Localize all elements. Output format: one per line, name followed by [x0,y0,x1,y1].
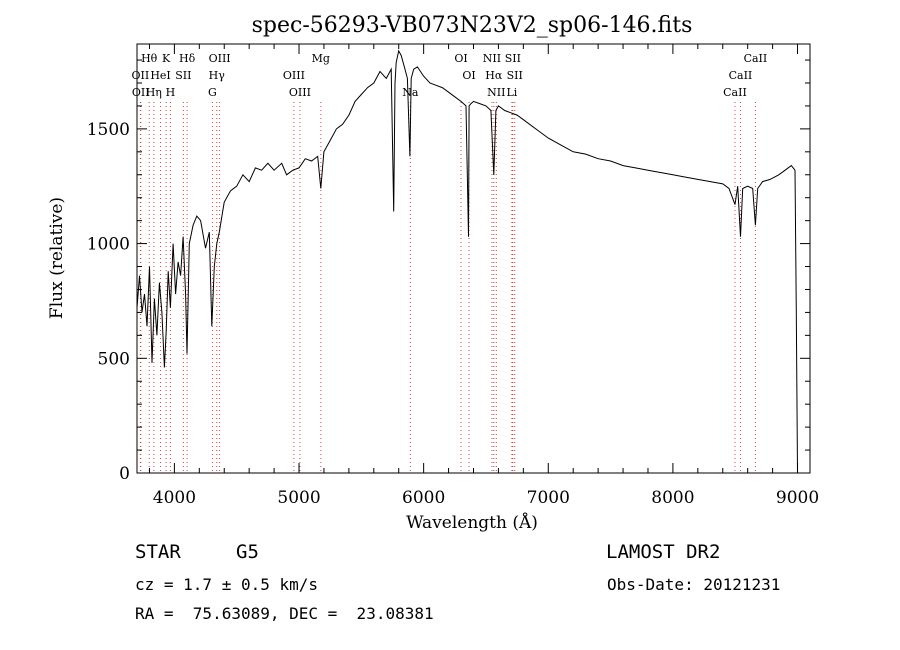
line-marker-label: Hδ [179,52,196,65]
redshift-value: cz = 1.7 ± 0.5 km/s [135,575,319,594]
survey-name: LAMOST DR2 [606,541,721,563]
y-tick-label: 500 [98,349,130,369]
x-tick-label: 9000 [776,488,819,508]
observation-date: Obs-Date: 20121231 [607,575,781,594]
line-marker-label: Li [506,86,517,99]
line-marker-label: OIII [283,69,305,82]
x-tick-label: 5000 [277,488,320,508]
spectrum-series [136,49,798,474]
line-marker-label: OIII [289,86,311,99]
line-marker-label: NII [487,86,505,99]
line-marker-label: Hα [485,69,503,82]
line-marker-label: HeI [150,69,170,82]
line-marker-label: Mg [312,52,330,65]
y-tick-label: 1000 [87,235,130,255]
y-tick-label: 0 [119,464,130,484]
line-marker-label: Hθ [141,52,158,65]
y-axis-label: Flux (relative) [47,197,67,319]
line-marker-label: Hγ [209,69,226,82]
x-axis-label: Wavelength (Å) [406,512,538,533]
line-marker-label: H [166,86,176,99]
line-marker-label: SII [175,69,191,82]
line-marker-label: CaII [729,69,753,82]
line-marker-label: OI [454,52,467,65]
line-marker-label: CaII [723,86,747,99]
chart-title: spec-56293-VB073N23V2_sp06-146.fits [252,13,693,38]
plot-frame [136,43,811,474]
line-marker-label: SII [505,52,521,65]
line-marker-label: OI [462,69,475,82]
x-axis-ticks: 4000 5000 6000 7000 8000 9000 [148,44,819,508]
x-tick-label: 8000 [651,488,694,508]
line-marker-label: OII [132,86,150,99]
line-marker-label: OIII [209,52,231,65]
y-tick-label: 1500 [87,120,130,140]
y-axis-ticks: 0 500 1000 1500 [87,59,810,484]
object-class: STAR [135,541,181,563]
line-marker-label: Hη [146,86,162,99]
line-marker-label: G [208,86,217,99]
x-tick-label: 7000 [527,488,570,508]
object-subclass: G5 [236,541,259,563]
line-marker-label: CaII [744,52,768,65]
line-marker-label: K [162,52,171,65]
line-marker-label: NII [483,52,501,65]
spectrum-line [136,49,798,474]
coordinates: RA = 75.63089, DEC = 23.08381 [135,604,434,623]
line-marker-label: OII [132,69,150,82]
x-tick-label: 4000 [153,488,196,508]
x-tick-label: 6000 [402,488,445,508]
line-marker-label: SII [507,69,523,82]
